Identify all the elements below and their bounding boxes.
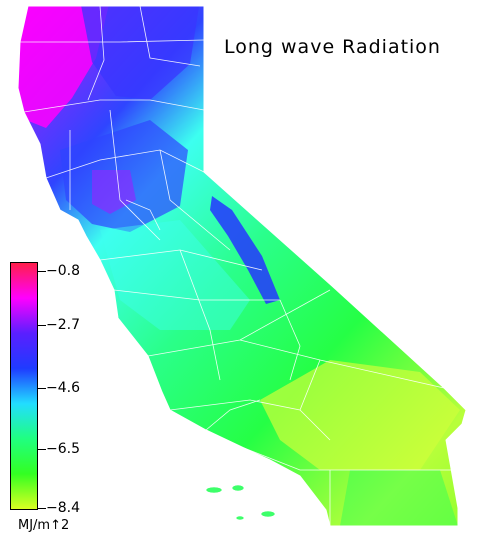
legend-tick <box>38 388 46 389</box>
legend-tick <box>38 325 46 326</box>
legend-tick-label: −2.7 <box>46 317 80 333</box>
legend-tick-label: −4.6 <box>46 380 80 396</box>
legend-tick-label: −8.4 <box>46 500 80 516</box>
legend-tick <box>38 271 46 272</box>
legend-tick-label: −0.8 <box>46 263 80 279</box>
legend-tick <box>38 508 46 509</box>
legend-unit-label: MJ/m↑2 <box>18 518 70 533</box>
legend-tick-label: −6.5 <box>46 441 80 457</box>
legend-color-bar <box>10 262 38 510</box>
map-title: Long wave Radiation <box>224 36 441 58</box>
legend-tick <box>38 449 46 450</box>
